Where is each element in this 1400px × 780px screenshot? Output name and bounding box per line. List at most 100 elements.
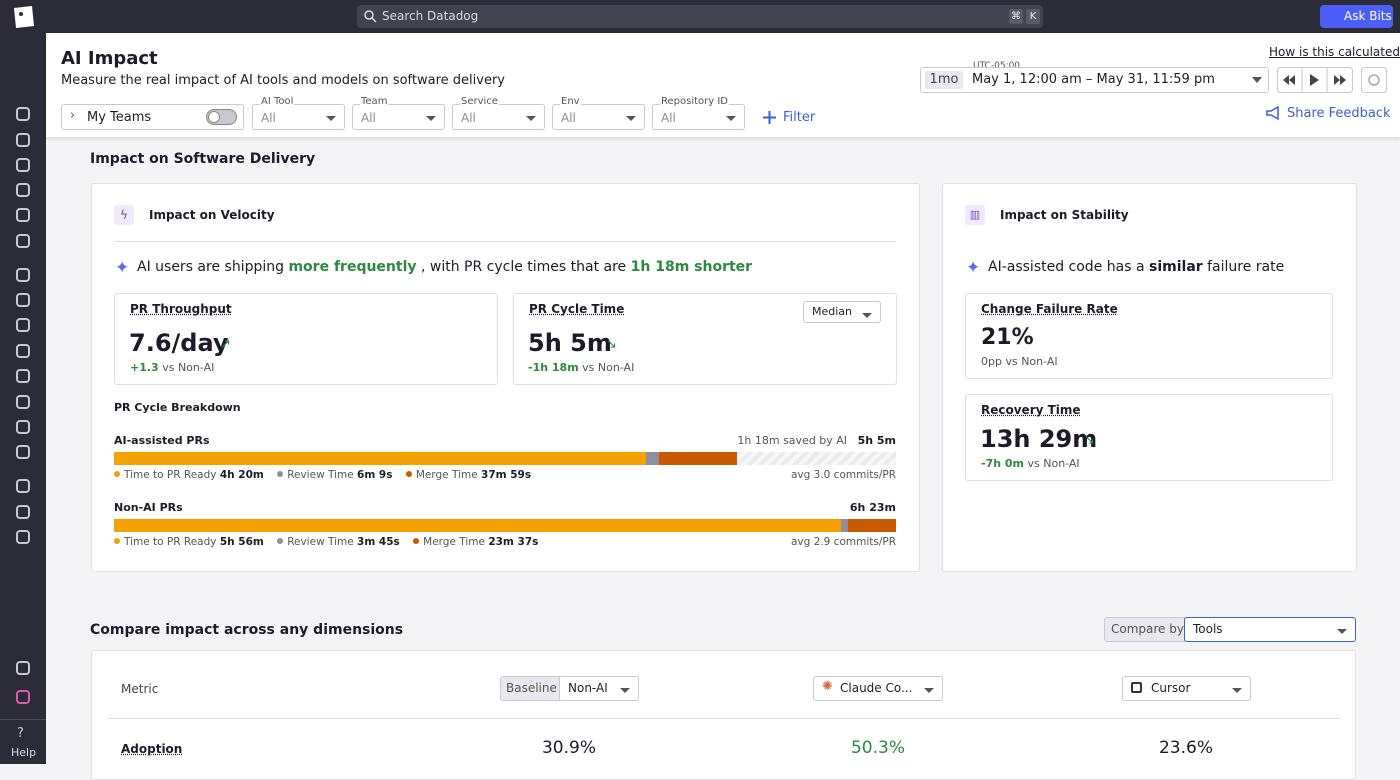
metric-value: 5h 5m (528, 329, 612, 357)
nav-icon[interactable] (16, 344, 30, 358)
bar-track (114, 452, 896, 465)
row-name: Non-AI PRs (114, 501, 183, 514)
legend-value: 3m 45s (357, 536, 400, 548)
metric-compare: vs Non-AI (1005, 355, 1058, 368)
headline-text: AI users are shipping (137, 259, 285, 275)
baseline-label: Baseline (500, 676, 560, 701)
nav-icon[interactable] (16, 293, 30, 307)
nav-icon[interactable] (16, 479, 30, 493)
dropdown-value: All (361, 111, 376, 125)
toggle[interactable] (206, 109, 237, 125)
share-feedback[interactable]: Share Feedback (1287, 106, 1391, 121)
velocity-headline: AI users are shipping more frequently , … (137, 259, 752, 275)
nav-icon[interactable] (16, 395, 30, 409)
divider (107, 718, 1340, 719)
metric-title: Recovery Time (981, 403, 1081, 417)
nav-icon[interactable] (16, 208, 30, 222)
my-teams[interactable] (61, 104, 244, 130)
metric-delta: +1.3 (130, 361, 159, 374)
median-select[interactable]: Median (803, 301, 881, 323)
velocity-title: Impact on Velocity (149, 208, 275, 222)
dropdown[interactable]: All (352, 104, 445, 130)
divider (0, 719, 46, 720)
my-teams-label: My Teams (87, 110, 152, 125)
nav-icon[interactable] (16, 107, 30, 121)
select-value: Cursor (1151, 681, 1191, 695)
search-box[interactable]: Search Datadog (357, 5, 1043, 28)
logo[interactable] (10, 4, 36, 30)
dropdown-label: AI Tool (260, 96, 295, 107)
ask-button[interactable]: Ask Bits (1320, 5, 1393, 28)
throughput-card (114, 293, 498, 385)
time-picker[interactable] (920, 67, 1269, 93)
dropdown-label: Repository ID (660, 96, 730, 107)
nav-icon[interactable] (16, 158, 30, 172)
legend-name: Review Time (287, 536, 354, 548)
nav-icon[interactable] (16, 268, 30, 282)
row-name: AI-assisted PRs (114, 434, 210, 447)
range-text: May 1, 12:00 am – May 31, 11:59 pm (972, 72, 1215, 87)
nav-icon[interactable] (16, 183, 30, 197)
dropdown-value: All (661, 111, 676, 125)
compare-by-label: Compare by (1104, 617, 1185, 642)
trend-arrow: ↘ (1084, 433, 1095, 448)
plus-icon (763, 111, 776, 124)
nav-icon[interactable] (16, 369, 30, 383)
stability-headline: AI-assisted code has a similar failure r… (988, 259, 1284, 275)
section-title: Compare impact across any dimensions (90, 622, 404, 638)
nav-icon[interactable] (16, 234, 30, 248)
metric-delta: 0pp (981, 355, 1002, 368)
metric-compare: vs Non-AI (582, 361, 635, 374)
dropdown-value: All (261, 111, 276, 125)
search-icon (364, 10, 377, 23)
legend: Time to PR Ready 5h 56m Review Time 3m 4… (114, 536, 538, 548)
dropdown-label: Env (560, 96, 581, 107)
dropdown[interactable]: All (652, 104, 745, 130)
headline-text: failure rate (1207, 259, 1285, 275)
legend-value: 37m 59s (481, 469, 532, 481)
nav-icon[interactable] (16, 661, 30, 675)
page-title: AI Impact (61, 48, 158, 69)
how-link[interactable]: How is this calculated? (1269, 45, 1400, 59)
nav-icon[interactable] (16, 530, 30, 544)
headline-text: , with PR cycle times that are (420, 259, 627, 275)
metric-delta: -1h 18m (528, 361, 579, 374)
dropdown[interactable]: All (252, 104, 345, 130)
time-controls[interactable] (1277, 67, 1387, 93)
legend-name: Review Time (287, 469, 354, 481)
help-label[interactable]: Help (11, 746, 37, 759)
nav-icon[interactable] (16, 318, 30, 332)
nav-icon[interactable] (16, 133, 30, 147)
column-select[interactable]: Claude Co... (813, 676, 943, 701)
nav-icon[interactable] (16, 690, 30, 704)
headline-highlight: 1h 18m shorter (630, 259, 753, 275)
metric-title: Change Failure Rate (981, 302, 1118, 316)
divider (114, 241, 896, 242)
help-icon: ? (17, 726, 24, 741)
filter-button[interactable]: Filter (783, 110, 816, 125)
metric-title: PR Throughput (130, 302, 232, 316)
bar-segment (114, 519, 841, 532)
sparkle: ✦ (115, 258, 130, 278)
metric-compare: vs Non-AI (162, 361, 215, 374)
compare-card (91, 650, 1356, 780)
column-select[interactable]: Non-AI (559, 676, 639, 701)
nav-icon[interactable] (16, 445, 30, 459)
trend-arrow: ↘ (606, 337, 617, 352)
section-title: Impact on Software Delivery (90, 151, 316, 167)
select-value: Median (812, 305, 853, 318)
dropdown[interactable]: All (552, 104, 645, 130)
column-select[interactable]: Cursor (1122, 676, 1251, 701)
row-name: Adoption (121, 742, 183, 756)
headline-highlight: more frequently (288, 259, 417, 275)
compare-select[interactable]: Tools (1184, 617, 1356, 642)
select-value: Tools (1193, 622, 1223, 636)
nav-icon[interactable] (16, 420, 30, 434)
velocity-icon: ϟ (114, 205, 134, 225)
metric-delta: -7h 0m (981, 457, 1024, 470)
dropdown-label: Team (360, 96, 389, 107)
nav-icon[interactable] (16, 505, 30, 519)
breakdown-title: PR Cycle Breakdown (114, 401, 241, 414)
dropdown[interactable]: All (452, 104, 545, 130)
feedback-icon (1266, 106, 1279, 120)
